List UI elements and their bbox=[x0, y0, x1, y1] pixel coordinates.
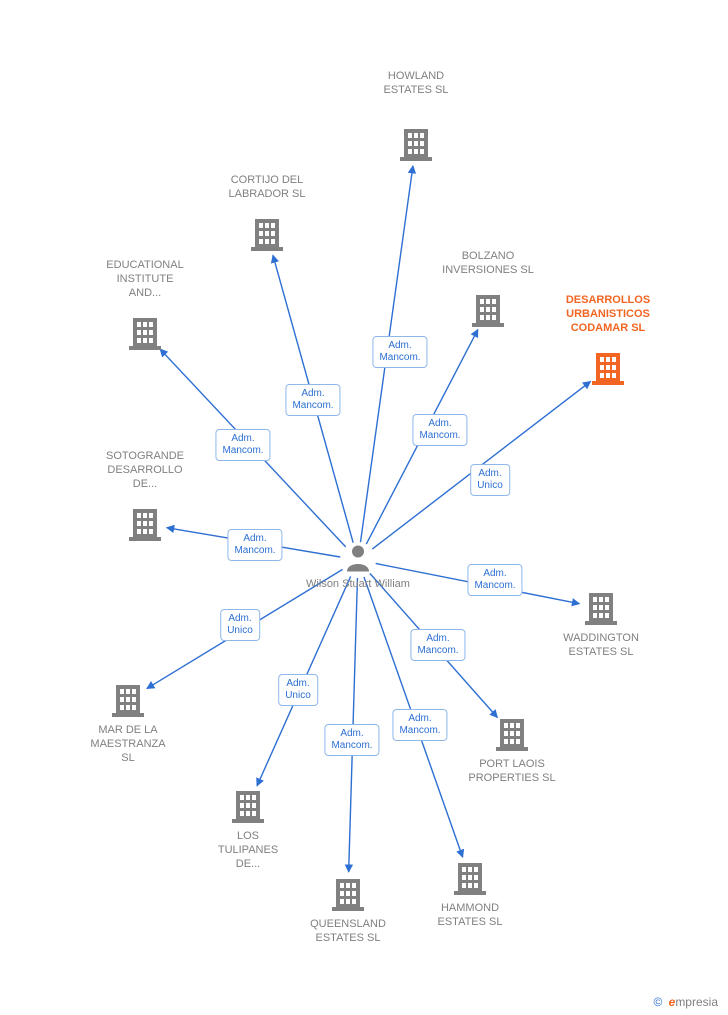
node-label-waddington: WADDINGTON ESTATES SL bbox=[563, 632, 639, 660]
node-label-hammond: HAMMOND ESTATES SL bbox=[437, 902, 502, 930]
building-icon-portlaois bbox=[496, 717, 528, 751]
edge-label-hammond: Adm. Mancom. bbox=[392, 709, 447, 741]
brand-rest: mpresia bbox=[675, 995, 718, 1009]
edge-label-bolzano: Adm. Mancom. bbox=[412, 414, 467, 446]
node-label-bolzano: BOLZANO INVERSIONES SL bbox=[442, 250, 534, 278]
center-person-label: Wilson Stuart William bbox=[306, 578, 410, 592]
center-person-icon bbox=[345, 544, 371, 577]
building-icon-tulipanes bbox=[232, 789, 264, 823]
edge-label-queensland: Adm. Mancom. bbox=[324, 724, 379, 756]
node-label-tulipanes: LOS TULIPANES DE... bbox=[218, 830, 278, 871]
node-label-cortijo: CORTIJO DEL LABRADOR SL bbox=[228, 174, 305, 202]
node-label-portlaois: PORT LAOIS PROPERTIES SL bbox=[468, 758, 555, 786]
node-label-educational: EDUCATIONAL INSTITUTE AND... bbox=[106, 259, 183, 300]
building-icon-queensland bbox=[332, 877, 364, 911]
node-label-queensland: QUEENSLAND ESTATES SL bbox=[310, 918, 386, 946]
copyright: © empresia bbox=[653, 995, 718, 1009]
building-icon-cortijo bbox=[251, 217, 283, 251]
building-icon-bolzano bbox=[472, 293, 504, 327]
edge-label-educational: Adm. Mancom. bbox=[215, 429, 270, 461]
building-icon-educational bbox=[129, 316, 161, 350]
edge-label-desarrollos: Adm. Unico bbox=[470, 464, 510, 496]
edge-label-cortijo: Adm. Mancom. bbox=[285, 384, 340, 416]
building-icon-sotogrande bbox=[129, 507, 161, 541]
building-icon-waddington bbox=[585, 591, 617, 625]
copyright-symbol: © bbox=[653, 995, 662, 1009]
building-icon-howland bbox=[400, 127, 432, 161]
network-canvas bbox=[0, 0, 728, 1015]
node-label-desarrollos: DESARROLLOS URBANISTICOS CODAMAR SL bbox=[566, 294, 650, 335]
node-label-howland: HOWLAND ESTATES SL bbox=[383, 70, 448, 98]
building-icon-hammond bbox=[454, 861, 486, 895]
building-icon-mar bbox=[112, 683, 144, 717]
building-icon-desarrollos bbox=[592, 351, 624, 385]
edge-label-sotogrande: Adm. Mancom. bbox=[227, 529, 282, 561]
node-label-sotogrande: SOTOGRANDE DESARROLLO DE... bbox=[106, 450, 184, 491]
edge-label-mar: Adm. Unico bbox=[220, 609, 260, 641]
edge-label-tulipanes: Adm. Unico bbox=[278, 674, 318, 706]
edge-label-portlaois: Adm. Mancom. bbox=[410, 629, 465, 661]
node-label-mar: MAR DE LA MAESTRANZA SL bbox=[90, 724, 165, 765]
edge-label-howland: Adm. Mancom. bbox=[372, 336, 427, 368]
edge-label-waddington: Adm. Mancom. bbox=[467, 564, 522, 596]
